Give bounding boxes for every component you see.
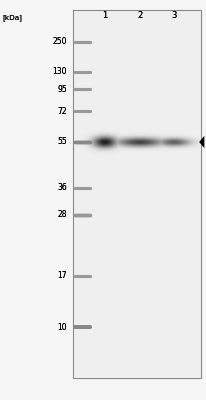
- Text: 28: 28: [57, 210, 67, 219]
- Text: 2: 2: [137, 12, 143, 20]
- Bar: [73, 10, 201, 378]
- Text: 1: 1: [102, 12, 108, 20]
- Text: 130: 130: [53, 68, 67, 76]
- Text: 250: 250: [53, 38, 67, 46]
- Text: 17: 17: [57, 272, 67, 280]
- Text: 72: 72: [57, 107, 67, 116]
- Text: 2: 2: [137, 12, 143, 20]
- Text: 55: 55: [57, 138, 67, 146]
- Text: [kDa]: [kDa]: [2, 15, 22, 21]
- Text: 17: 17: [57, 272, 67, 280]
- Text: 95: 95: [57, 85, 67, 94]
- Text: 95: 95: [57, 85, 67, 94]
- Text: 55: 55: [57, 138, 67, 146]
- Polygon shape: [199, 136, 204, 148]
- Text: 3: 3: [171, 12, 177, 20]
- Text: 10: 10: [57, 323, 67, 332]
- Text: 28: 28: [57, 210, 67, 219]
- Text: 130: 130: [53, 68, 67, 76]
- Text: 3: 3: [171, 12, 177, 20]
- Text: 10: 10: [57, 323, 67, 332]
- Text: 72: 72: [57, 107, 67, 116]
- Text: 36: 36: [57, 184, 67, 192]
- Text: [kDa]: [kDa]: [2, 15, 22, 21]
- Text: 1: 1: [102, 12, 108, 20]
- Text: 36: 36: [57, 184, 67, 192]
- Text: 250: 250: [53, 38, 67, 46]
- Bar: [73, 10, 201, 378]
